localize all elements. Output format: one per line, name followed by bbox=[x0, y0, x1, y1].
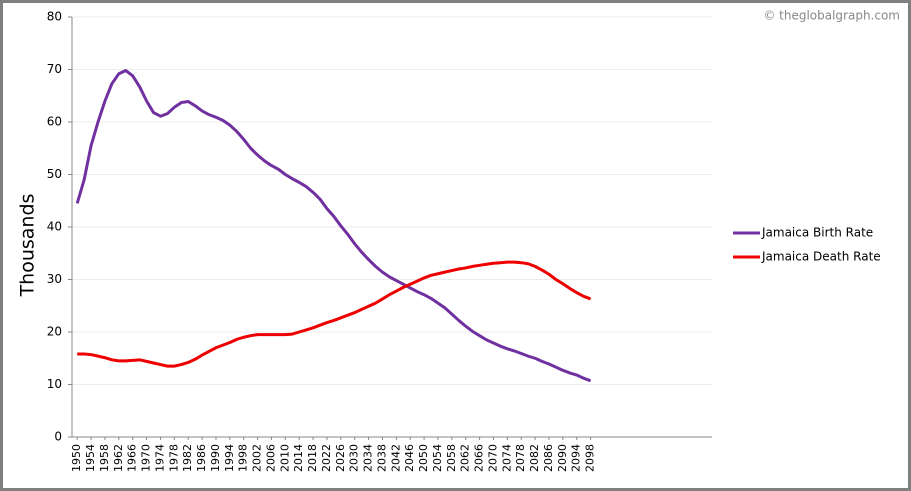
x-tick-label: 2018 bbox=[306, 444, 319, 472]
x-tick-label: 2094 bbox=[570, 444, 583, 472]
y-tick-label: 10 bbox=[47, 377, 62, 391]
x-tick-label: 2046 bbox=[403, 444, 416, 472]
y-axis-label: Thousands bbox=[17, 194, 39, 298]
x-tick-label: 1958 bbox=[98, 444, 111, 472]
x-tick-label: 2062 bbox=[459, 444, 472, 472]
legend-label: Jamaica Birth Rate bbox=[761, 226, 873, 240]
x-tick-label: 1998 bbox=[237, 444, 250, 472]
x-tick-label: 2082 bbox=[528, 444, 541, 472]
x-tick-label: 2050 bbox=[417, 444, 430, 472]
line-series bbox=[77, 260, 592, 368]
x-tick-label: 1994 bbox=[223, 444, 236, 472]
x-tick-label: 2058 bbox=[445, 444, 458, 472]
x-tick-label: 2090 bbox=[556, 444, 569, 472]
x-tick-label: 2042 bbox=[389, 444, 402, 472]
y-tick-label: 40 bbox=[47, 220, 62, 234]
line-series bbox=[75, 69, 592, 383]
x-tick-label: 2074 bbox=[500, 444, 513, 472]
x-tick-label: 1982 bbox=[181, 444, 194, 472]
x-tick-label: 1978 bbox=[167, 444, 180, 472]
y-tick-label: 60 bbox=[47, 115, 62, 129]
x-tick-label: 2002 bbox=[251, 444, 264, 472]
x-tick-label: 1950 bbox=[70, 444, 83, 472]
x-tick-label: 2070 bbox=[486, 444, 499, 472]
x-tick-label: 1966 bbox=[126, 444, 139, 472]
x-tick-label: 2078 bbox=[514, 444, 527, 472]
x-tick-label: 2038 bbox=[375, 444, 388, 472]
x-tick-label: 1970 bbox=[140, 444, 153, 472]
y-tick-label: 80 bbox=[47, 10, 62, 24]
x-tick-label: 2026 bbox=[334, 444, 347, 472]
x-tick-label: 1986 bbox=[195, 444, 208, 472]
y-tick-label: 70 bbox=[47, 62, 62, 76]
x-tick-label: 2014 bbox=[292, 444, 305, 472]
x-tick-label: 2006 bbox=[264, 444, 277, 472]
x-tick-label: 2030 bbox=[348, 444, 361, 472]
x-tick-label: 1962 bbox=[112, 444, 125, 472]
y-tick-label: 30 bbox=[47, 272, 62, 286]
x-tick-label: 2098 bbox=[584, 444, 597, 472]
legend-label: Jamaica Death Rate bbox=[761, 250, 881, 264]
x-tick-label: 1974 bbox=[153, 444, 166, 472]
watermark: © theglobalgraph.com bbox=[763, 9, 900, 23]
x-tick-label: 2034 bbox=[362, 444, 375, 472]
x-tick-label: 2066 bbox=[473, 444, 486, 472]
y-tick-label: 20 bbox=[47, 325, 62, 339]
x-tick-label: 2086 bbox=[542, 444, 555, 472]
x-tick-label: 2022 bbox=[320, 444, 333, 472]
y-tick-label: 50 bbox=[47, 167, 62, 181]
x-tick-label: 1990 bbox=[209, 444, 222, 472]
x-tick-label: 1954 bbox=[84, 444, 97, 472]
y-tick-label: 0 bbox=[54, 430, 62, 444]
x-tick-label: 2010 bbox=[278, 444, 291, 472]
x-tick-label: 2054 bbox=[431, 444, 444, 472]
